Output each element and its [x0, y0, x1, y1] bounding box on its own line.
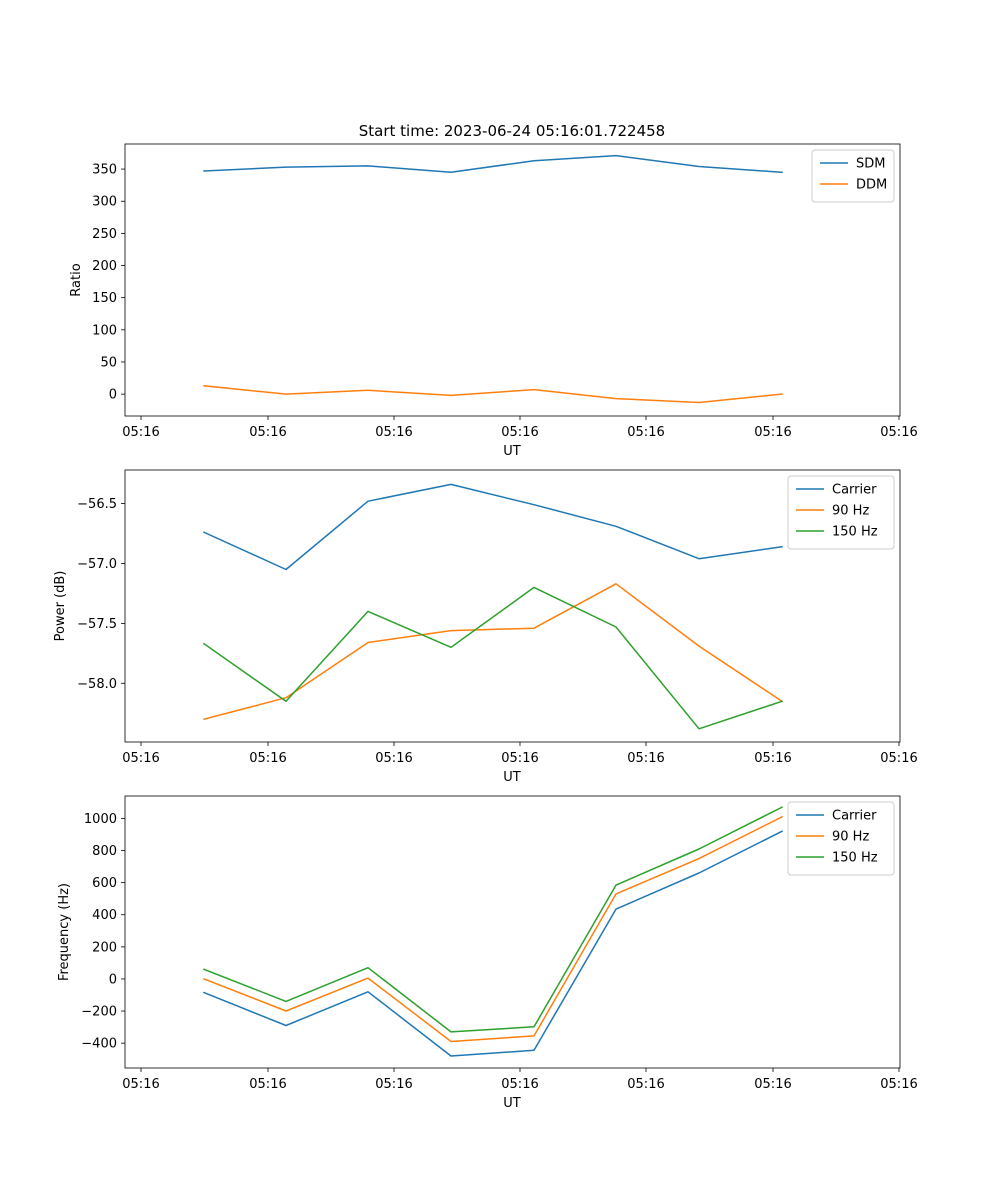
y-tick-label: −56.5 — [77, 497, 117, 512]
y-tick-label: 150 — [92, 291, 117, 306]
y-tick-label: 600 — [92, 876, 117, 891]
y-tick-label: −200 — [81, 1005, 117, 1020]
x-tick-label: 05:16 — [122, 425, 159, 440]
x-tick-label: 05:16 — [375, 1077, 412, 1092]
y-tick-label: 350 — [92, 163, 117, 178]
legend-label: Carrier — [832, 483, 877, 498]
legend: Carrier 90 Hz 150 Hz — [787, 801, 895, 876]
legend-label: Carrier — [832, 809, 877, 824]
x-tick-label: 05:16 — [375, 425, 412, 440]
legend: Carrier 90 Hz 150 Hz — [787, 475, 895, 550]
x-axis-label: UT — [503, 444, 521, 459]
series-line-150-hz — [202, 586, 783, 730]
x-tick-label: 05:16 — [249, 425, 286, 440]
y-tick-label: 0 — [109, 388, 117, 403]
x-tick-label: 05:16 — [501, 751, 538, 766]
legend: SDM DDM — [811, 149, 895, 203]
x-tick-label: 05:16 — [249, 1077, 286, 1092]
chart-panel-3: 05:16 05:16 05:16 05:16 05:16 05:16 05:16 1000 8… — [57, 795, 918, 1111]
y-tick-label: 0 — [109, 972, 117, 987]
y-tick-label: 250 — [92, 227, 117, 242]
series-line-ddm — [203, 384, 783, 404]
series-line-carrier — [203, 830, 784, 1057]
x-tick-label: 05:16 — [754, 751, 791, 766]
series-line-150-hz — [203, 806, 784, 1033]
y-tick-label: 800 — [92, 844, 117, 859]
chart-panel-2: 05:16 05:16 05:16 05:16 05:16 05:16 05:16 −56.5… — [53, 469, 918, 785]
series-line-sdm — [203, 154, 783, 174]
x-tick-label: 05:16 — [754, 425, 791, 440]
x-tick-label: 05:16 — [501, 1077, 538, 1092]
y-tick-label: 200 — [92, 259, 117, 274]
x-tick-label: 05:16 — [880, 751, 917, 766]
y-tick-label: −400 — [81, 1037, 117, 1052]
chart-panel-1: 05:16 05:16 05:16 05:16 05:16 05:16 05:16 0 50 10… — [69, 143, 918, 459]
y-tick-label: 300 — [92, 195, 117, 210]
x-tick-label: 05:16 — [627, 1077, 664, 1092]
x-tick-label: 05:16 — [627, 751, 664, 766]
legend-label: SDM — [856, 157, 885, 172]
x-tick-label: 05:16 — [122, 1077, 159, 1092]
y-tick-label: −57.5 — [77, 617, 117, 632]
series-line-carrier — [203, 483, 783, 571]
y-axis-label: Power (dB) — [53, 571, 68, 642]
legend-label: 150 Hz — [832, 525, 878, 540]
y-tick-label: 400 — [92, 908, 117, 923]
y-axis-label: Ratio — [69, 263, 84, 296]
y-tick-label: −58.0 — [77, 677, 117, 692]
series-line-90-hz — [203, 815, 784, 1043]
axes-frame — [124, 469, 901, 743]
x-tick-label: 05:16 — [122, 751, 159, 766]
y-tick-label: 200 — [92, 940, 117, 955]
x-axis-label: UT — [503, 770, 521, 785]
y-tick-label: −57.0 — [77, 557, 117, 572]
axes-frame — [124, 143, 901, 417]
x-tick-label: 05:16 — [501, 425, 538, 440]
axes-frame — [124, 795, 901, 1069]
y-tick-label: 100 — [92, 323, 117, 338]
x-tick-label: 05:16 — [880, 1077, 917, 1092]
series-line-90-hz — [203, 583, 784, 721]
chart-title: Start time: 2023-06-24 05:16:01.722458 — [359, 122, 665, 140]
x-tick-label: 05:16 — [627, 425, 664, 440]
y-axis-label: Frequency (Hz) — [57, 883, 72, 981]
legend-label: 90 Hz — [832, 504, 869, 519]
y-tick-label: 1000 — [84, 812, 117, 827]
y-tick-label: 50 — [100, 355, 117, 370]
x-tick-label: 05:16 — [249, 751, 286, 766]
x-tick-label: 05:16 — [880, 425, 917, 440]
x-tick-label: 05:16 — [754, 1077, 791, 1092]
x-axis-label: UT — [503, 1096, 521, 1111]
legend-label: 150 Hz — [832, 851, 878, 866]
legend-label: 90 Hz — [832, 830, 869, 845]
x-tick-label: 05:16 — [375, 751, 412, 766]
legend-label: DDM — [856, 178, 887, 193]
